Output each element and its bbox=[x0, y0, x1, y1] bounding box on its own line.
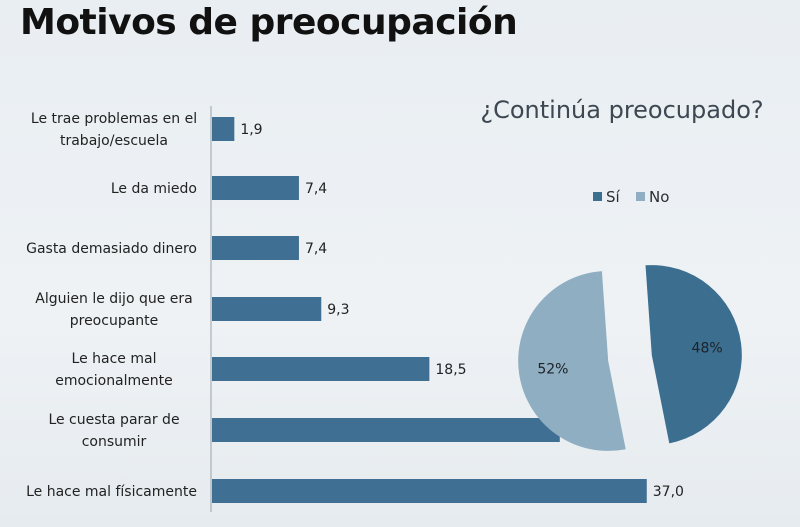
pie-label-1: 48% bbox=[692, 341, 723, 357]
category-label-4-line-1: Alguien le dijo que era bbox=[35, 291, 192, 307]
value-label-7: 37,0 bbox=[653, 484, 684, 500]
category-label-1-line-1: Le trae problemas en el bbox=[31, 111, 197, 127]
value-label-2: 7,4 bbox=[305, 181, 327, 197]
value-label-5: 18,5 bbox=[435, 362, 466, 378]
bar-7 bbox=[212, 479, 647, 503]
category-label-7: Le hace mal físicamente bbox=[26, 484, 197, 500]
bar-6 bbox=[212, 418, 560, 442]
legend-label-2: No bbox=[649, 188, 669, 206]
bar-1 bbox=[212, 117, 235, 141]
category-label-4-line-2: preocupante bbox=[70, 313, 159, 329]
pie-label-2: 52% bbox=[537, 361, 568, 377]
pie-slice-2 bbox=[518, 271, 626, 451]
category-label-6-line-2: consumir bbox=[82, 434, 147, 450]
legend-swatch-no bbox=[636, 192, 645, 201]
value-label-4: 9,3 bbox=[327, 302, 349, 318]
pie-slice-1 bbox=[645, 265, 742, 444]
category-label-1-line-2: trabajo/escuela bbox=[60, 133, 168, 149]
category-label-2: Le da miedo bbox=[111, 181, 197, 197]
pie-title: ¿Continúa preocupado? bbox=[480, 96, 763, 124]
value-label-1: 1,9 bbox=[240, 122, 262, 138]
category-label-5-line-1: Le hace mal bbox=[72, 351, 157, 367]
legend-swatch-s bbox=[593, 192, 602, 201]
value-label-3: 7,4 bbox=[305, 241, 327, 257]
bar-4 bbox=[212, 297, 322, 321]
bar-3 bbox=[212, 236, 299, 260]
page-title: Motivos de preocupación bbox=[20, 2, 518, 43]
category-label-5-line-2: emocionalmente bbox=[55, 373, 173, 389]
bar-2 bbox=[212, 176, 299, 200]
bar-5 bbox=[212, 357, 430, 381]
legend-label-1: Sí bbox=[606, 188, 621, 206]
category-label-3: Gasta demasiado dinero bbox=[26, 241, 197, 257]
category-label-6-line-1: Le cuesta parar de bbox=[48, 412, 179, 428]
